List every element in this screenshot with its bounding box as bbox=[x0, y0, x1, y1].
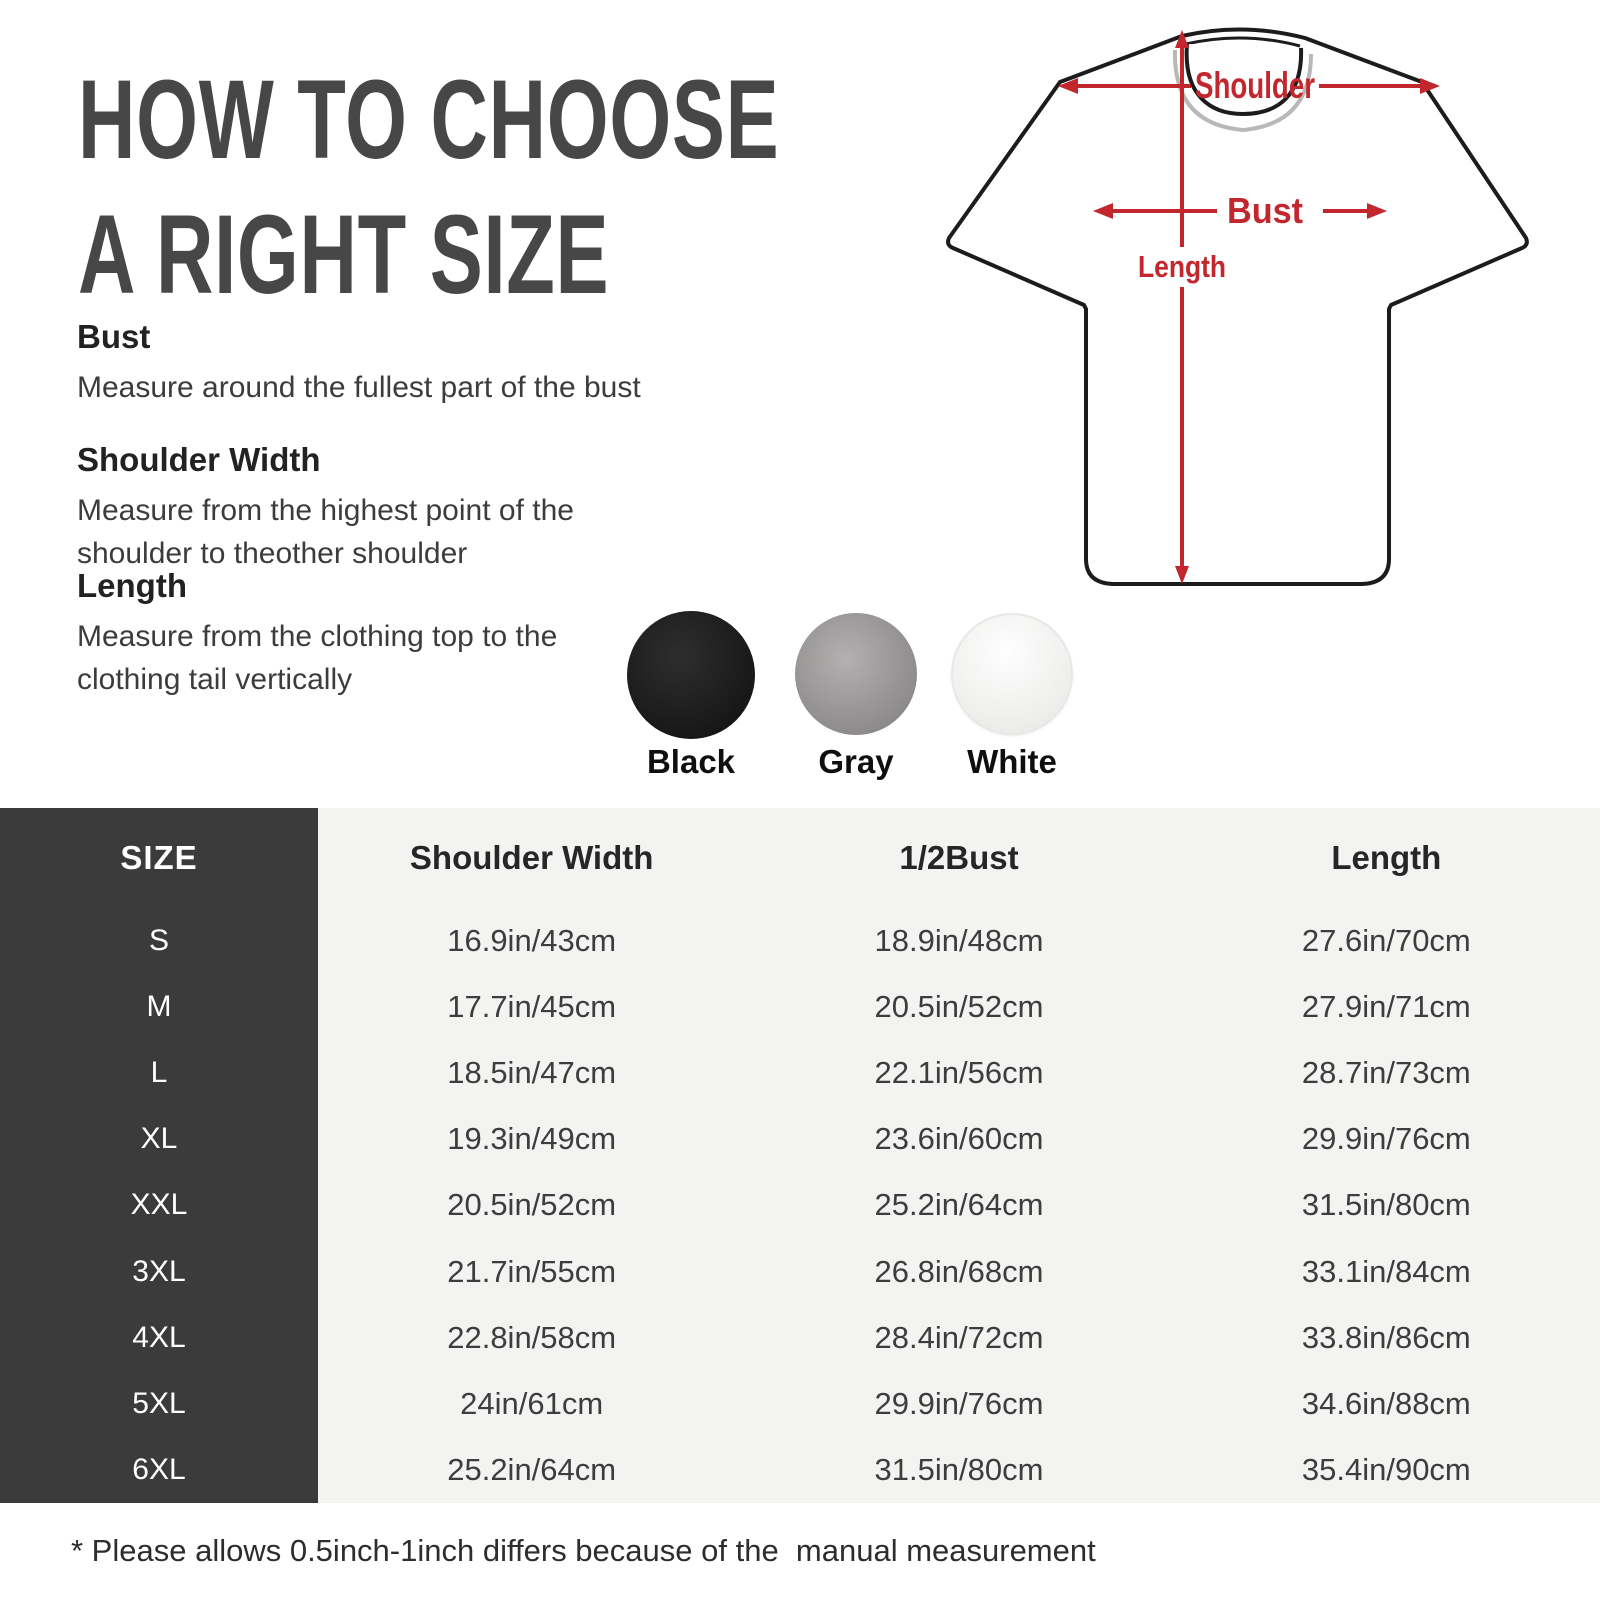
shoulder-value: 25.2in/64cm bbox=[447, 1451, 617, 1487]
half-bust-value: 28.4in/72cm bbox=[874, 1319, 1044, 1355]
length-value: 27.6in/70cm bbox=[1301, 923, 1471, 959]
gray-color-swatch bbox=[795, 613, 917, 735]
length-heading: Length bbox=[77, 567, 187, 604]
page-title: HOW TO CHOOSE A RIGHT SIZE bbox=[78, 52, 779, 322]
size-label: M bbox=[0, 974, 318, 1041]
page-title-line2: A RIGHT SIZE bbox=[78, 192, 610, 317]
measurement-disclaimer: * Please allows 0.5inch-1inch differs be… bbox=[71, 1533, 1096, 1568]
size-label: L bbox=[0, 1040, 318, 1107]
bust-arrowhead-left bbox=[1093, 203, 1113, 219]
shoulder-arrowhead-left bbox=[1058, 78, 1078, 94]
size-label: 5XL bbox=[0, 1370, 318, 1437]
gray-swatch-label: Gray bbox=[818, 743, 894, 780]
length-value: 33.8in/86cm bbox=[1301, 1319, 1471, 1355]
half-bust-value: 20.5in/52cm bbox=[874, 989, 1044, 1025]
size-label: 6XL bbox=[0, 1436, 318, 1503]
shoulder-value: 19.3in/49cm bbox=[447, 1121, 617, 1157]
shoulder-width-heading: Shoulder Width bbox=[77, 441, 321, 478]
half-bust-value: 25.2in/64cm bbox=[874, 1187, 1044, 1223]
bust-heading: Bust bbox=[77, 318, 151, 355]
tshirt-outline bbox=[946, 27, 1529, 586]
diagram-shoulder-label: Shoulder bbox=[1195, 65, 1315, 106]
shoulder-value: 21.7in/55cm bbox=[447, 1253, 617, 1289]
diagram-length-label: Length bbox=[1138, 249, 1226, 284]
half-bust-value: 26.8in/68cm bbox=[874, 1253, 1044, 1289]
shoulder-value: 18.5in/47cm bbox=[447, 1055, 617, 1091]
collar-band bbox=[1185, 36, 1301, 48]
length-arrowhead-top bbox=[1175, 30, 1189, 48]
black-color-swatch bbox=[627, 611, 755, 739]
shoulder-value: 16.9in/43cm bbox=[447, 923, 617, 959]
size-table: SIZE Shoulder Width 1/2Bust Length S 16.… bbox=[0, 808, 1600, 1503]
size-label: S bbox=[0, 908, 318, 975]
white-color-swatch bbox=[951, 613, 1073, 735]
length-arrowhead-bottom bbox=[1175, 566, 1189, 584]
half-bust-value: 23.6in/60cm bbox=[874, 1121, 1044, 1157]
section-shoulder-width: Shoulder Width Measure from the highest … bbox=[77, 441, 574, 575]
section-bust: Bust Measure around the fullest part of … bbox=[77, 318, 641, 409]
length-value: 31.5in/80cm bbox=[1301, 1187, 1471, 1223]
section-length: Length Measure from the clothing top to … bbox=[77, 567, 557, 701]
diagram-bust-label: Bust bbox=[1227, 190, 1303, 231]
shoulder-value: 17.7in/45cm bbox=[447, 989, 617, 1025]
size-label: 4XL bbox=[0, 1304, 318, 1371]
size-table-header-half-bust: 1/2Bust bbox=[899, 839, 1019, 876]
bust-description: Measure around the fullest part of the b… bbox=[77, 371, 641, 404]
size-label: XXL bbox=[0, 1172, 318, 1239]
half-bust-value: 22.1in/56cm bbox=[874, 1055, 1044, 1091]
shoulder-width-description: Measure from the highest point of the sh… bbox=[77, 494, 574, 570]
shoulder-arrowhead-right bbox=[1420, 78, 1440, 94]
bust-arrowhead-right bbox=[1367, 203, 1387, 219]
black-swatch-label: Black bbox=[646, 743, 736, 780]
half-bust-value: 18.9in/48cm bbox=[874, 923, 1044, 959]
size-table-header-length: Length bbox=[1331, 839, 1442, 876]
shoulder-value: 20.5in/52cm bbox=[447, 1187, 617, 1223]
half-bust-value: 29.9in/76cm bbox=[874, 1385, 1044, 1421]
shoulder-value: 24in/61cm bbox=[460, 1385, 604, 1421]
length-value: 33.1in/84cm bbox=[1301, 1253, 1471, 1289]
size-table-header-size: SIZE bbox=[0, 808, 318, 908]
length-description: Measure from the clothing top to the clo… bbox=[77, 620, 558, 696]
half-bust-value: 31.5in/80cm bbox=[874, 1451, 1044, 1487]
page-title-line1: HOW TO CHOOSE bbox=[78, 57, 780, 182]
length-value: 35.4in/90cm bbox=[1301, 1451, 1471, 1487]
size-table-header-shoulder: Shoulder Width bbox=[409, 839, 654, 876]
size-label: 3XL bbox=[0, 1238, 318, 1305]
tshirt-diagram: Shoulder Bust Length bbox=[946, 27, 1529, 586]
white-swatch-label: White bbox=[967, 743, 1057, 780]
length-value: 34.6in/88cm bbox=[1301, 1385, 1471, 1421]
length-value: 29.9in/76cm bbox=[1301, 1121, 1471, 1157]
length-value: 28.7in/73cm bbox=[1301, 1055, 1471, 1091]
measure-annotations bbox=[1058, 30, 1440, 584]
shoulder-value: 22.8in/58cm bbox=[447, 1319, 617, 1355]
collar-front bbox=[1184, 43, 1304, 117]
length-value: 27.9in/71cm bbox=[1301, 989, 1471, 1025]
size-label: XL bbox=[0, 1106, 318, 1173]
